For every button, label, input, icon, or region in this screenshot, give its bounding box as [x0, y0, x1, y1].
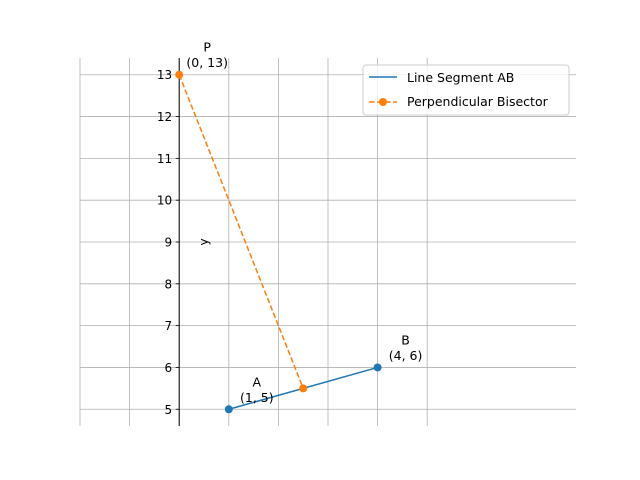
y-tick-label: 10 [157, 194, 172, 208]
point-annotations: A(1, 5) B(4, 6) P(0, 13) [186, 40, 422, 405]
series-1-marker [175, 70, 184, 79]
y-tick-label: 12 [157, 110, 172, 124]
plot-series [175, 70, 382, 414]
y-tick-label: 13 [157, 68, 172, 82]
annotation-coords-P: (0, 13) [186, 55, 228, 70]
y-tick-label: 8 [165, 277, 173, 291]
series-1-marker [299, 384, 308, 393]
y-tick-label: 6 [165, 361, 173, 375]
legend-line-segment-label: Line Segment AB [407, 70, 514, 85]
series-0-marker [224, 405, 233, 414]
annotation-name-A: A [253, 374, 262, 389]
annotation-coords-A: (1, 5) [240, 390, 274, 405]
annotation-name-P: P [203, 40, 211, 55]
legend-bisector-label: Perpendicular Bisector [407, 94, 549, 109]
y-axis-label: y [197, 238, 211, 245]
y-tick-label: 9 [165, 236, 173, 250]
series-0-marker [373, 363, 382, 372]
legend-bisector-marker [379, 98, 387, 106]
y-tick-label: 5 [165, 403, 173, 417]
annotation-coords-B: (4, 6) [389, 348, 423, 363]
legend-frame [362, 64, 570, 116]
y-axis: 5 6 7 8 9 10 11 12 13 [157, 58, 180, 426]
annotation-name-B: B [401, 332, 410, 347]
series-line-1 [178, 74, 304, 389]
legend: Line Segment AB Perpendicular Bisector [362, 64, 570, 116]
y-tick-label: 7 [165, 319, 173, 333]
y-tick-label: 11 [157, 152, 172, 166]
